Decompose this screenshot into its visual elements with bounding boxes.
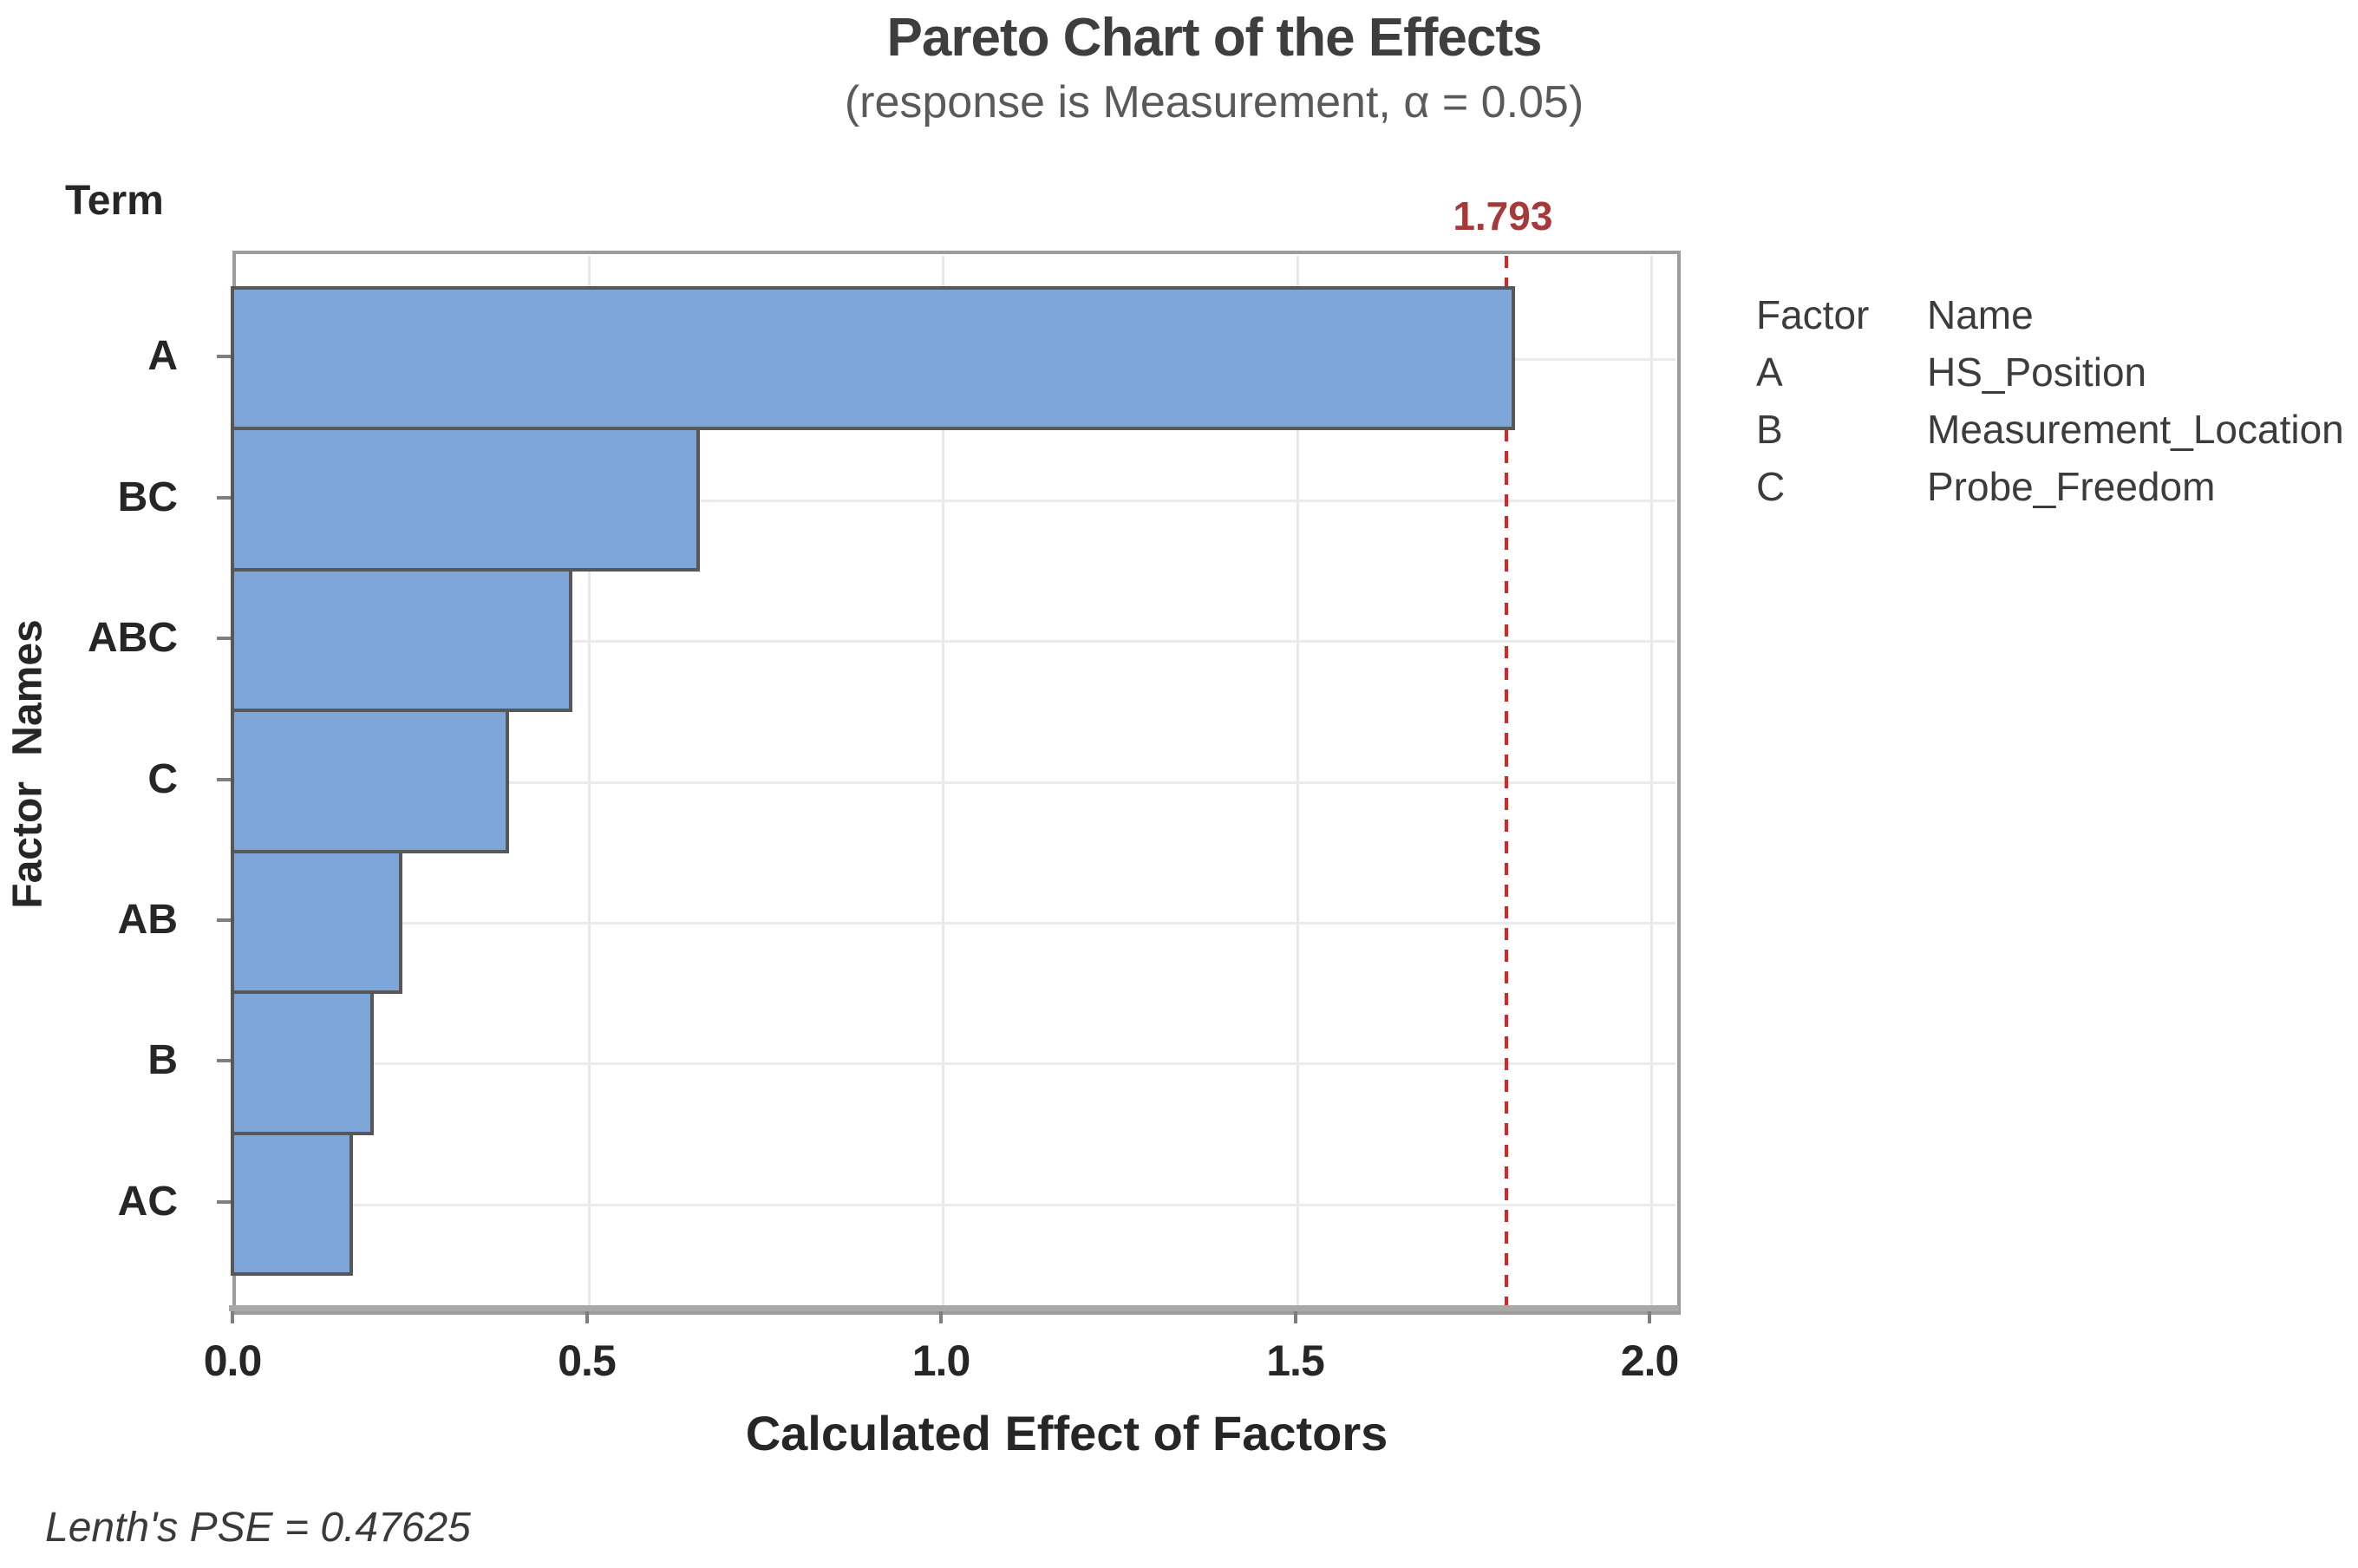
legend-factor-name: Probe_Freedom bbox=[1927, 464, 2216, 509]
chart-subtitle: (response is Measurement, α = 0.05) bbox=[844, 77, 1584, 127]
y-tick-mark bbox=[217, 1199, 232, 1204]
category-label-BC: BC bbox=[117, 474, 178, 520]
x-tick-mark bbox=[939, 1308, 943, 1323]
y-tick-mark bbox=[217, 495, 232, 500]
legend-factor-letter: C bbox=[1756, 464, 1786, 509]
x-tick-label: 1.5 bbox=[1266, 1336, 1325, 1385]
y-tick-mark bbox=[217, 637, 232, 641]
x-tick-mark bbox=[1293, 1308, 1297, 1323]
legend-factor-name: Measurement_Location bbox=[1927, 407, 2344, 452]
bar-ABC bbox=[231, 567, 573, 713]
legend-header-name: Name bbox=[1927, 292, 2034, 337]
legend-row: B Measurement_Location bbox=[1756, 401, 2344, 458]
category-label-AB: AB bbox=[117, 896, 178, 943]
term-corner-label: Term bbox=[65, 178, 164, 224]
horizontal-gridline bbox=[238, 921, 1675, 924]
chart-title: Pareto Chart of the Effects bbox=[886, 8, 1542, 68]
x-tick-label: 1.0 bbox=[911, 1336, 971, 1385]
legend-factor-name: HS_Position bbox=[1927, 350, 2147, 395]
x-axis-line bbox=[229, 1305, 1679, 1311]
x-tick-label: 0.0 bbox=[203, 1336, 263, 1385]
y-tick-mark bbox=[217, 918, 232, 922]
legend-header-row: Factor Name bbox=[1756, 286, 2344, 343]
bar-A bbox=[231, 286, 1515, 431]
x-tick-mark bbox=[585, 1308, 589, 1323]
horizontal-gridline bbox=[238, 640, 1675, 644]
reference-line-label: 1.793 bbox=[1453, 193, 1553, 238]
legend-header-factor: Factor bbox=[1756, 292, 1870, 337]
y-tick-mark bbox=[217, 355, 232, 359]
bar-BC bbox=[231, 427, 701, 572]
horizontal-gridline bbox=[238, 781, 1675, 784]
horizontal-gridline bbox=[238, 499, 1675, 502]
x-tick-mark bbox=[1648, 1308, 1651, 1323]
horizontal-gridline bbox=[238, 1203, 1675, 1206]
y-tick-mark bbox=[217, 777, 232, 781]
category-label-AC: AC bbox=[117, 1178, 178, 1225]
legend-factor-letter: B bbox=[1756, 407, 1783, 452]
reference-line bbox=[1504, 256, 1508, 1310]
x-axis-title: Calculated Effect of Factors bbox=[745, 1406, 1388, 1460]
category-label-C: C bbox=[147, 755, 178, 802]
horizontal-gridline bbox=[238, 1062, 1675, 1066]
x-tick-label: 2.0 bbox=[1620, 1336, 1680, 1385]
legend-factor-letter: A bbox=[1756, 350, 1783, 395]
bar-AC bbox=[231, 1131, 353, 1276]
bar-AB bbox=[231, 849, 403, 995]
bar-C bbox=[231, 709, 509, 853]
factor-legend: Factor Name A HS_Position B Measurement_Loc… bbox=[1756, 286, 2344, 515]
y-tick-mark bbox=[217, 1059, 232, 1063]
legend-row: C Probe_Freedom bbox=[1756, 458, 2344, 515]
legend-row: A HS_Position bbox=[1756, 343, 2344, 401]
x-tick-label: 0.5 bbox=[558, 1336, 617, 1385]
category-label-ABC: ABC bbox=[88, 615, 178, 662]
x-tick-mark bbox=[231, 1308, 234, 1323]
category-label-B: B bbox=[147, 1037, 178, 1084]
bar-B bbox=[231, 990, 375, 1135]
footnote-lenths-pse: Lenth's PSE = 0.47625 bbox=[45, 1505, 471, 1551]
category-label-A: A bbox=[147, 333, 178, 380]
